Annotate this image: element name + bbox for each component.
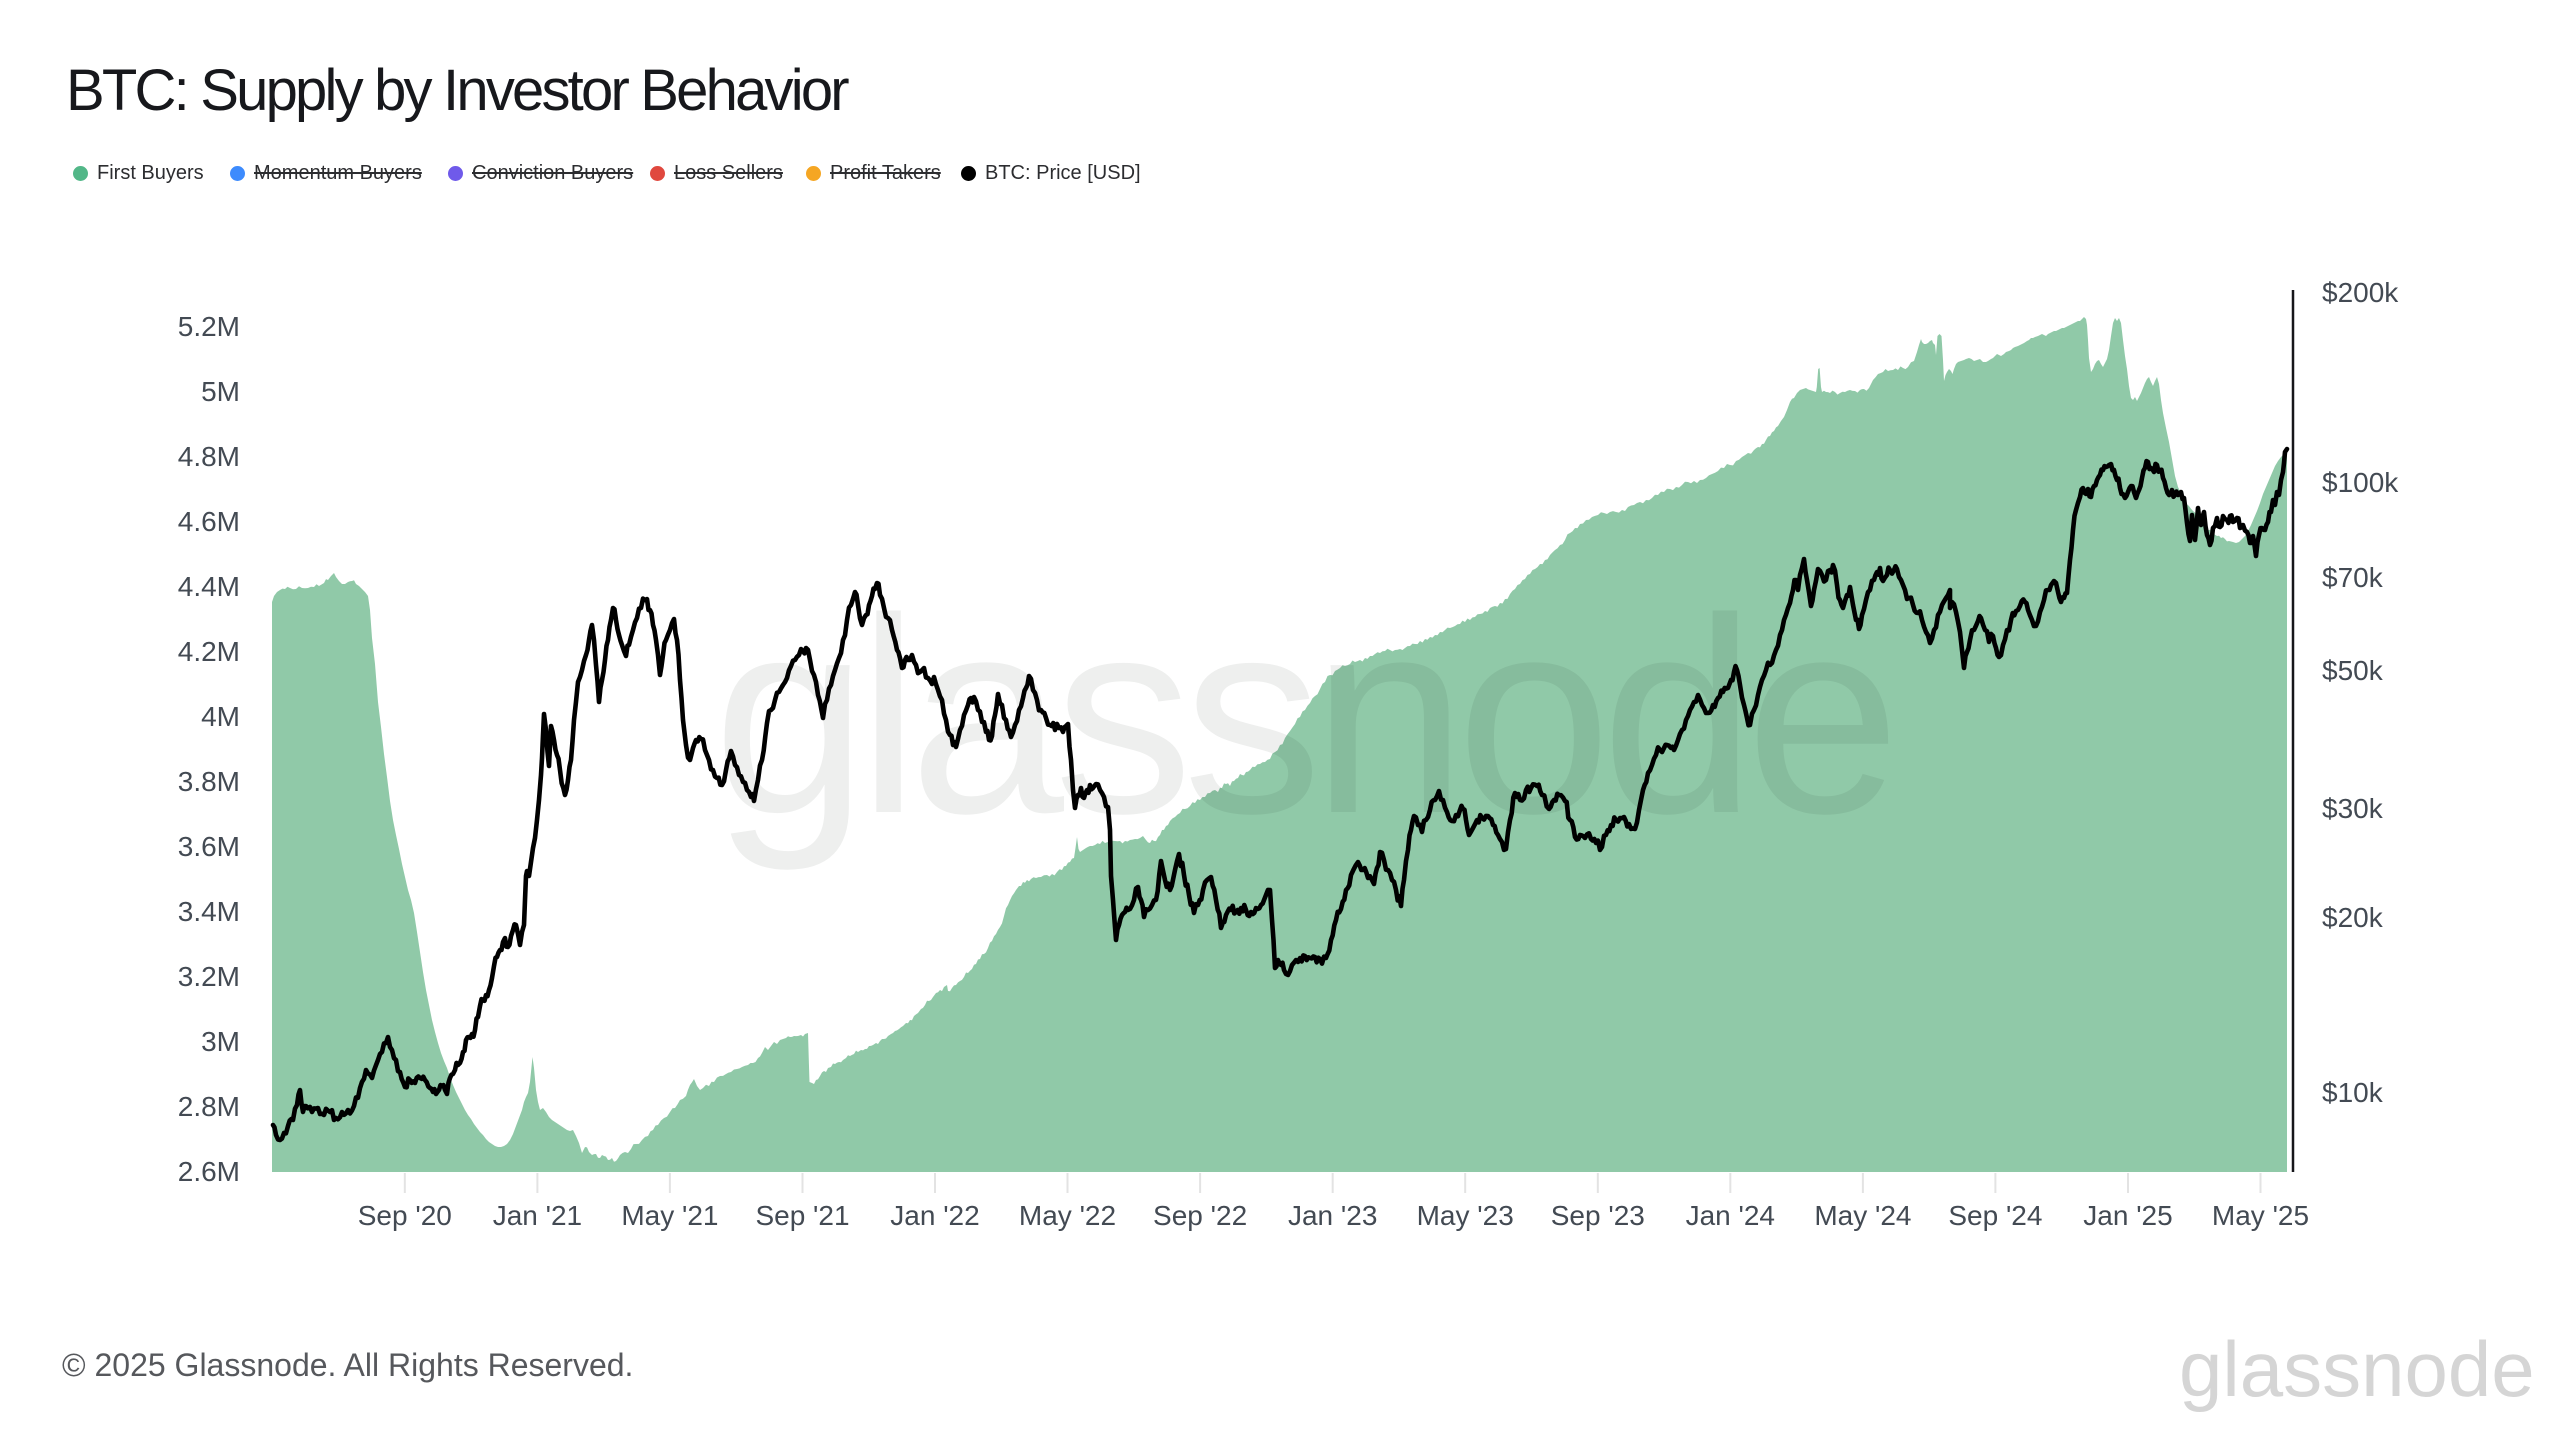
svg-text:Jan '23: Jan '23 xyxy=(1288,1200,1377,1231)
svg-text:3.4M: 3.4M xyxy=(178,896,240,927)
svg-text:May '21: May '21 xyxy=(621,1200,718,1231)
svg-text:Jan '21: Jan '21 xyxy=(493,1200,582,1231)
svg-text:Jan '25: Jan '25 xyxy=(2083,1200,2172,1231)
svg-text:4.4M: 4.4M xyxy=(178,571,240,602)
svg-text:$10k: $10k xyxy=(2322,1077,2384,1108)
svg-text:glassnode: glassnode xyxy=(713,560,1890,873)
svg-text:Sep '22: Sep '22 xyxy=(1153,1200,1247,1231)
svg-text:Jan '22: Jan '22 xyxy=(890,1200,979,1231)
svg-text:4.6M: 4.6M xyxy=(178,506,240,537)
svg-text:2.8M: 2.8M xyxy=(178,1091,240,1122)
svg-text:$70k: $70k xyxy=(2322,562,2384,593)
svg-text:4M: 4M xyxy=(201,701,240,732)
svg-text:$30k: $30k xyxy=(2322,793,2384,824)
svg-text:5M: 5M xyxy=(201,376,240,407)
svg-text:Sep '20: Sep '20 xyxy=(358,1200,452,1231)
svg-text:May '24: May '24 xyxy=(1814,1200,1911,1231)
svg-text:3M: 3M xyxy=(201,1026,240,1057)
svg-text:$50k: $50k xyxy=(2322,655,2384,686)
svg-text:$200k: $200k xyxy=(2322,277,2399,308)
svg-text:$20k: $20k xyxy=(2322,902,2384,933)
svg-text:5.2M: 5.2M xyxy=(178,311,240,342)
svg-text:May '22: May '22 xyxy=(1019,1200,1116,1231)
svg-text:4.8M: 4.8M xyxy=(178,441,240,472)
svg-text:2.6M: 2.6M xyxy=(178,1156,240,1187)
svg-text:3.6M: 3.6M xyxy=(178,831,240,862)
svg-text:May '23: May '23 xyxy=(1417,1200,1514,1231)
svg-text:Jan '24: Jan '24 xyxy=(1686,1200,1775,1231)
svg-text:Sep '23: Sep '23 xyxy=(1551,1200,1645,1231)
svg-text:$100k: $100k xyxy=(2322,467,2399,498)
svg-text:May '25: May '25 xyxy=(2212,1200,2309,1231)
svg-text:4.2M: 4.2M xyxy=(178,636,240,667)
svg-text:3.2M: 3.2M xyxy=(178,961,240,992)
svg-text:Sep '24: Sep '24 xyxy=(1948,1200,2042,1231)
svg-text:3.8M: 3.8M xyxy=(178,766,240,797)
svg-text:Sep '21: Sep '21 xyxy=(755,1200,849,1231)
